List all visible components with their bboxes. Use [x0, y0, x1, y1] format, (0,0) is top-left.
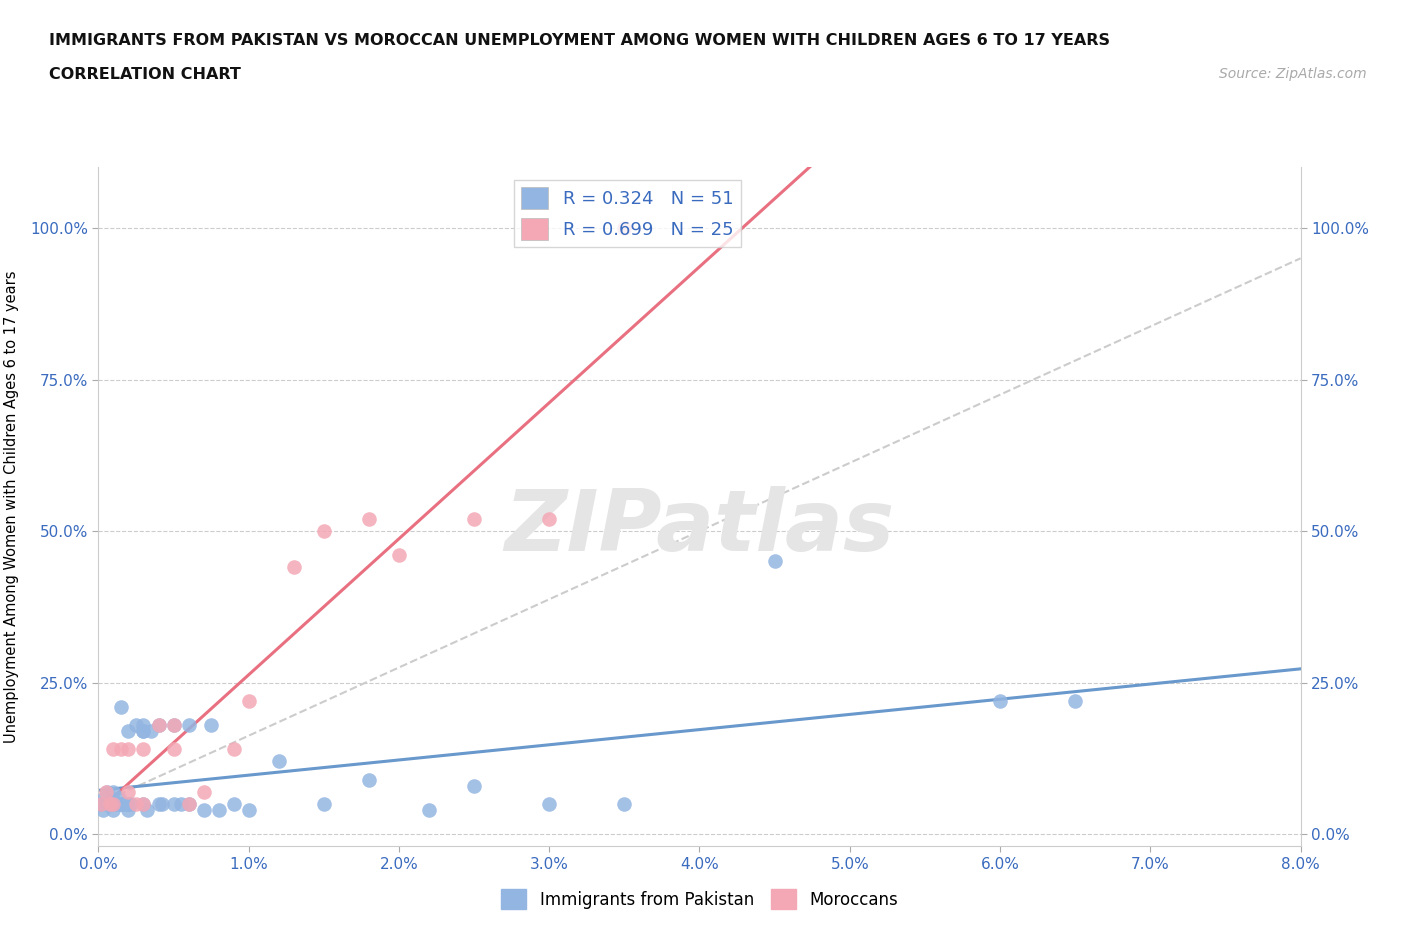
Point [357, 772, 380, 787]
Point [193, 803, 215, 817]
Point [177, 796, 200, 811]
Point [107, 796, 129, 811]
Point [103, 784, 125, 799]
Point [117, 724, 139, 738]
Point [108, 790, 131, 805]
Point [132, 724, 155, 738]
Point [103, 796, 125, 811]
Point [312, 796, 335, 811]
Point [613, 220, 636, 235]
Text: Source: ZipAtlas.com: Source: ZipAtlas.com [1219, 67, 1367, 81]
Point [267, 754, 290, 769]
Text: ZIPatlas: ZIPatlas [505, 485, 894, 569]
Point [132, 724, 155, 738]
Point [132, 742, 155, 757]
Point [103, 796, 125, 811]
Point [357, 512, 380, 526]
Point [162, 742, 184, 757]
Point [150, 796, 173, 811]
Point [162, 718, 184, 733]
Point [103, 803, 125, 817]
Point [110, 796, 132, 811]
Point [117, 742, 139, 757]
Point [162, 796, 184, 811]
Point [763, 554, 786, 569]
Point [117, 796, 139, 811]
Point [177, 796, 200, 811]
Point [148, 718, 170, 733]
Point [112, 796, 135, 811]
Point [463, 778, 485, 793]
Point [105, 796, 128, 811]
Point [125, 718, 148, 733]
Point [90, 796, 112, 811]
Point [110, 742, 132, 757]
Point [238, 694, 260, 709]
Point [132, 796, 155, 811]
Point [100, 796, 122, 811]
Point [94, 784, 117, 799]
Point [111, 796, 134, 811]
Point [132, 796, 155, 811]
Point [110, 699, 132, 714]
Text: CORRELATION CHART: CORRELATION CHART [49, 67, 240, 82]
Y-axis label: Unemployment Among Women with Children Ages 6 to 17 years: Unemployment Among Women with Children A… [4, 271, 18, 743]
Point [312, 524, 335, 538]
Point [148, 718, 170, 733]
Point [135, 803, 157, 817]
Point [103, 742, 125, 757]
Point [117, 803, 139, 817]
Point [200, 718, 222, 733]
Point [117, 784, 139, 799]
Point [91, 803, 114, 817]
Point [222, 796, 245, 811]
Point [238, 803, 260, 817]
Point [988, 694, 1011, 709]
Point [162, 718, 184, 733]
Point [90, 796, 112, 811]
Point [170, 796, 193, 811]
Point [222, 742, 245, 757]
Legend: Immigrants from Pakistan, Moroccans: Immigrants from Pakistan, Moroccans [495, 883, 904, 916]
Point [117, 796, 139, 811]
Point [177, 718, 200, 733]
Point [139, 724, 162, 738]
Point [132, 718, 155, 733]
Point [121, 796, 143, 811]
Point [208, 803, 231, 817]
Point [96, 784, 118, 799]
Point [125, 796, 148, 811]
Point [613, 796, 636, 811]
Point [463, 512, 485, 526]
Point [93, 790, 115, 805]
Point [283, 560, 305, 575]
Point [1064, 694, 1087, 709]
Point [100, 796, 122, 811]
Point [193, 784, 215, 799]
Point [538, 512, 561, 526]
Text: IMMIGRANTS FROM PAKISTAN VS MOROCCAN UNEMPLOYMENT AMONG WOMEN WITH CHILDREN AGES: IMMIGRANTS FROM PAKISTAN VS MOROCCAN UNE… [49, 33, 1111, 47]
Point [538, 796, 561, 811]
Point [418, 803, 440, 817]
Point [94, 796, 117, 811]
Point [388, 548, 411, 563]
Point [148, 796, 170, 811]
